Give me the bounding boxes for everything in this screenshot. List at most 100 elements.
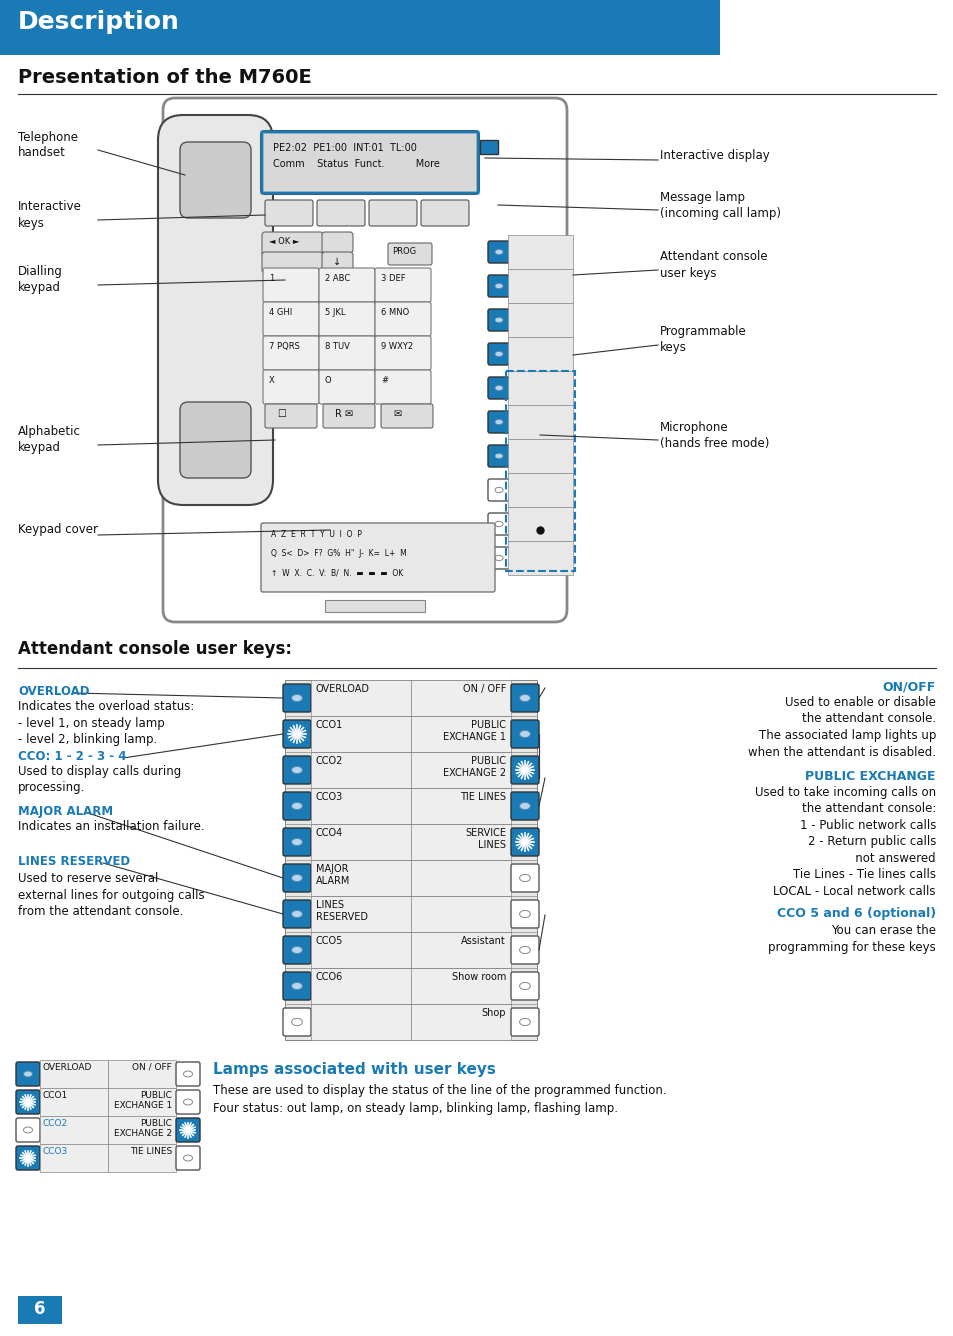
Bar [411, 824, 511, 860]
Ellipse shape [292, 910, 302, 918]
FancyBboxPatch shape [488, 480, 510, 501]
Text: ✉: ✉ [393, 409, 400, 420]
FancyBboxPatch shape [265, 200, 313, 226]
Bar [507, 440, 573, 473]
FancyBboxPatch shape [16, 1090, 40, 1114]
Text: 4 GHI: 4 GHI [269, 309, 292, 317]
Bar [18, 1296, 62, 1324]
FancyBboxPatch shape [511, 937, 538, 965]
FancyBboxPatch shape [180, 402, 251, 478]
FancyBboxPatch shape [488, 377, 510, 399]
Text: CCO4: CCO4 [315, 828, 343, 838]
Text: Comm    Status  Funct.          More: Comm Status Funct. More [273, 159, 439, 168]
Ellipse shape [495, 521, 502, 526]
Bar [108, 1116, 175, 1144]
Bar [311, 933, 411, 969]
Text: Interactive display: Interactive display [659, 148, 769, 162]
Text: Description: Description [18, 9, 180, 33]
FancyBboxPatch shape [16, 1062, 40, 1086]
Bar [507, 269, 573, 303]
Bar [411, 969, 511, 1003]
Bar [479, 140, 497, 154]
Text: Used to reserve several
external lines for outgoing calls
from the attendant con: Used to reserve several external lines f… [18, 872, 204, 918]
Bar [411, 752, 511, 788]
Bar [325, 600, 424, 612]
Text: 5 JKL: 5 JKL [325, 309, 345, 317]
FancyBboxPatch shape [283, 1007, 311, 1035]
Text: LINES
RESERVED: LINES RESERVED [315, 900, 368, 922]
Ellipse shape [519, 946, 530, 954]
Text: Telephone
handset: Telephone handset [18, 131, 78, 159]
Ellipse shape [519, 1018, 530, 1026]
FancyBboxPatch shape [175, 1146, 200, 1170]
Text: TIE LINES: TIE LINES [459, 792, 505, 802]
FancyBboxPatch shape [322, 253, 353, 273]
Text: CCO2: CCO2 [315, 756, 343, 766]
FancyBboxPatch shape [511, 864, 538, 892]
Text: ☐: ☐ [276, 409, 286, 420]
Text: Keypad cover: Keypad cover [18, 524, 98, 537]
Ellipse shape [519, 803, 530, 810]
Text: 1: 1 [269, 274, 274, 283]
Text: PUBLIC
EXCHANGE 1: PUBLIC EXCHANGE 1 [113, 1092, 172, 1110]
Text: ON/OFF: ON/OFF [882, 680, 935, 693]
Text: OVERLOAD: OVERLOAD [43, 1063, 92, 1071]
Bar [311, 824, 411, 860]
Bar [507, 303, 573, 337]
FancyBboxPatch shape [488, 445, 510, 468]
Text: Alphabetic
keypad: Alphabetic keypad [18, 425, 81, 454]
Circle shape [185, 1128, 191, 1133]
Ellipse shape [495, 453, 502, 458]
FancyBboxPatch shape [316, 200, 365, 226]
Text: ◄ OK ►: ◄ OK ► [269, 236, 299, 246]
FancyBboxPatch shape [261, 131, 478, 194]
Text: SERVICE
LINES: SERVICE LINES [464, 828, 505, 850]
Text: Lamps associated with user keys: Lamps associated with user keys [213, 1062, 496, 1077]
Circle shape [26, 1100, 30, 1105]
Text: OVERLOAD: OVERLOAD [315, 684, 370, 693]
FancyBboxPatch shape [511, 756, 538, 784]
Ellipse shape [292, 1018, 302, 1026]
FancyBboxPatch shape [263, 269, 318, 302]
FancyBboxPatch shape [511, 900, 538, 929]
Text: 3 DEF: 3 DEF [380, 274, 405, 283]
FancyBboxPatch shape [375, 269, 431, 302]
Ellipse shape [495, 250, 502, 255]
Bar [311, 1003, 411, 1039]
FancyBboxPatch shape [488, 513, 510, 534]
FancyBboxPatch shape [180, 142, 251, 218]
Bar [311, 860, 411, 896]
FancyBboxPatch shape [375, 335, 431, 370]
FancyBboxPatch shape [318, 269, 375, 302]
Bar [40, 1088, 108, 1116]
Bar [108, 1059, 175, 1088]
Bar [411, 788, 511, 824]
Bar [40, 1059, 108, 1088]
Ellipse shape [519, 874, 530, 882]
Text: Attendant console
user keys: Attendant console user keys [659, 251, 767, 279]
Ellipse shape [519, 695, 530, 701]
Text: CCO1: CCO1 [315, 720, 343, 729]
Text: PUBLIC
EXCHANGE 1: PUBLIC EXCHANGE 1 [442, 720, 505, 741]
FancyBboxPatch shape [488, 411, 510, 433]
Text: 7 PQRS: 7 PQRS [269, 342, 299, 351]
Text: Dialling
keypad: Dialling keypad [18, 266, 63, 294]
Bar [311, 896, 411, 933]
Text: 8 TUV: 8 TUV [325, 342, 350, 351]
Text: CCO: 1 - 2 - 3 - 4: CCO: 1 - 2 - 3 - 4 [18, 749, 127, 763]
Bar [108, 1088, 175, 1116]
FancyBboxPatch shape [265, 403, 316, 428]
Text: 6: 6 [34, 1300, 46, 1319]
Text: Q  S<  D>  F?  G%  H"  J-  K=  L+  M: Q S< D> F? G% H" J- K= L+ M [271, 549, 406, 558]
Ellipse shape [292, 874, 302, 882]
Ellipse shape [292, 803, 302, 810]
Text: ↓: ↓ [333, 257, 341, 267]
FancyBboxPatch shape [263, 302, 318, 335]
Bar [507, 371, 573, 405]
FancyBboxPatch shape [158, 115, 273, 505]
Text: ON / OFF: ON / OFF [462, 684, 505, 693]
Ellipse shape [519, 731, 530, 737]
FancyBboxPatch shape [175, 1090, 200, 1114]
Bar [507, 541, 573, 574]
Text: Used to enable or disable
the attendant console.
The associated lamp lights up
w: Used to enable or disable the attendant … [747, 696, 935, 759]
